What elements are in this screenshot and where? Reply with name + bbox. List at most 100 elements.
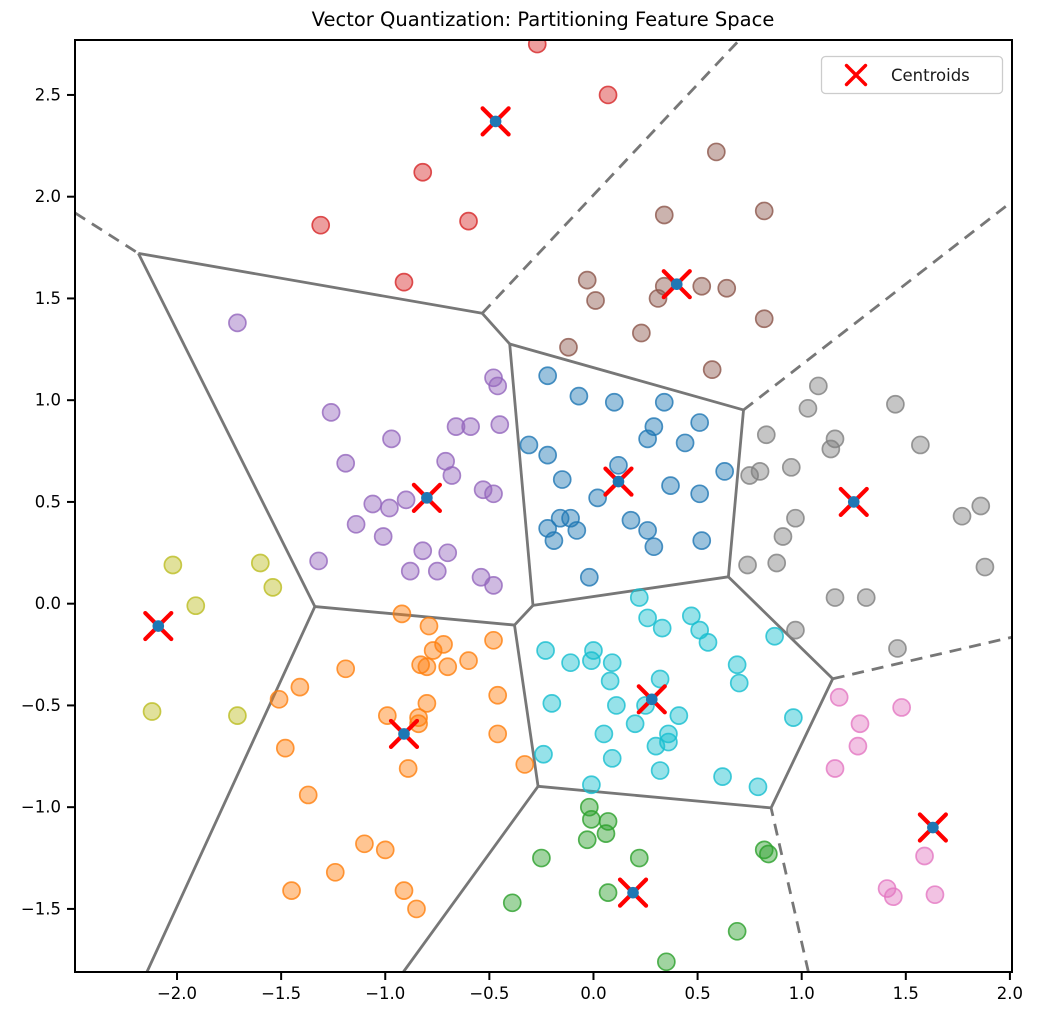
centroid-x-icon (480, 106, 511, 137)
data-point (821, 439, 841, 459)
x-tick-label: −2.0 (157, 984, 197, 1003)
data-point (625, 714, 645, 734)
centroid-x-icon (636, 684, 667, 715)
data-point (588, 488, 607, 508)
data-point (413, 162, 433, 182)
voronoi-ridge (727, 575, 834, 680)
data-point (532, 848, 551, 868)
data-point (409, 714, 428, 734)
data-point (427, 561, 447, 581)
data-point (748, 777, 768, 797)
data-point (392, 604, 412, 624)
data-point (888, 639, 907, 658)
y-tick-label: −1.5 (21, 899, 61, 918)
centroid-x-icon (617, 877, 649, 908)
data-point (609, 455, 628, 475)
voronoi-ridge (402, 785, 540, 972)
data-point (598, 85, 618, 105)
data-point (423, 641, 443, 660)
data-point (519, 435, 539, 455)
voronoi-ridge (508, 343, 535, 606)
data-point (373, 527, 393, 546)
voronoi-ridge-infinite (769, 807, 810, 972)
data-point (754, 201, 774, 221)
data-point (607, 696, 626, 715)
data-point (773, 527, 793, 546)
data-point (715, 462, 735, 481)
data-point (542, 694, 562, 713)
voronoi-ridge (769, 678, 835, 809)
voronoi-ridge (532, 575, 729, 607)
data-point (786, 508, 805, 528)
centroid-x-icon (388, 718, 420, 750)
data-point (690, 413, 710, 432)
data-point (856, 588, 876, 607)
data-point (767, 553, 787, 573)
data-point (657, 952, 676, 972)
data-point (446, 417, 466, 436)
data-point (336, 453, 356, 473)
data-point (740, 466, 759, 485)
voronoi-ridge (509, 342, 744, 412)
data-point (577, 270, 597, 290)
x-tick-label: −1.0 (365, 984, 405, 1003)
data-point (661, 476, 680, 496)
data-point (438, 543, 458, 563)
data-point (781, 457, 801, 477)
data-point (646, 736, 666, 756)
voronoi-ridge (513, 624, 540, 787)
data-point (459, 651, 478, 671)
data-point (488, 376, 508, 396)
plot-background (75, 40, 1012, 972)
data-point (413, 541, 433, 561)
data-point (488, 724, 508, 744)
centroid-x-icon (917, 812, 948, 843)
data-point (911, 435, 930, 455)
data-point (336, 659, 356, 679)
data-point (644, 537, 664, 557)
y-tick-label: 0.0 (35, 594, 61, 613)
data-point (621, 510, 641, 530)
data-point (602, 653, 622, 673)
data-point (594, 724, 614, 744)
x-tick-label: 2.0 (997, 984, 1023, 1003)
data-point (692, 531, 712, 550)
data-point (629, 848, 649, 868)
data-point (417, 694, 437, 713)
data-point (754, 309, 774, 329)
data-point (263, 578, 283, 597)
data-point (382, 429, 401, 449)
data-point (484, 576, 503, 595)
data-point (419, 616, 439, 636)
data-point (717, 278, 737, 298)
legend-label: Centroids (891, 66, 970, 85)
data-point (484, 484, 503, 504)
data-point (629, 588, 649, 607)
data-point (311, 215, 331, 235)
data-point (654, 205, 674, 225)
y-tick-label: −1.0 (21, 798, 61, 817)
data-point (346, 514, 366, 534)
data-point (321, 403, 341, 422)
data-point (552, 470, 572, 489)
x-tick-label: 0.5 (684, 984, 710, 1003)
data-point (275, 738, 295, 758)
data-point (282, 881, 301, 900)
voronoi-ridge-infinite (481, 40, 741, 315)
data-point (952, 506, 972, 526)
data-point (394, 272, 414, 292)
data-point (586, 291, 605, 310)
data-point (355, 834, 374, 854)
data-point (698, 632, 718, 652)
y-tick-label: 2.5 (35, 85, 61, 104)
data-point (186, 596, 206, 616)
centroid-x-icon (411, 482, 442, 513)
data-point (490, 415, 510, 434)
data-point (438, 657, 458, 677)
data-point (727, 655, 747, 675)
data-point (515, 755, 535, 774)
data-point (250, 553, 270, 573)
data-point (638, 521, 657, 540)
data-point (582, 775, 601, 795)
data-point (269, 689, 289, 709)
